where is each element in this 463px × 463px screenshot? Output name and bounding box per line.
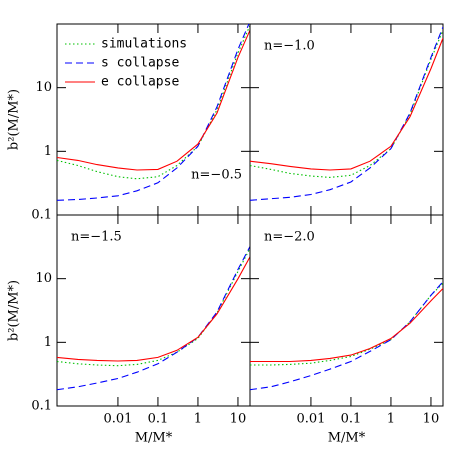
legend-label: e collapse xyxy=(101,75,179,90)
series-line xyxy=(57,24,250,201)
x-tick-label: 10 xyxy=(230,412,247,427)
annotation: n=−2.0 xyxy=(264,230,315,245)
y-tick-label: 10 xyxy=(35,271,52,286)
x-tick-label: 10 xyxy=(423,412,440,427)
series-line xyxy=(57,246,250,391)
y-axis-label: b²(M/M*) xyxy=(7,280,22,341)
panel-frame xyxy=(56,23,251,216)
series-line xyxy=(250,29,443,178)
x-tick-label: 1 xyxy=(387,412,395,427)
x-axis-label: M/M* xyxy=(135,431,173,446)
y-tick-label: 10 xyxy=(35,80,52,95)
y-tick-label: 1 xyxy=(44,335,52,350)
legend-label: simulations xyxy=(101,37,187,52)
annotation: n=−0.5 xyxy=(191,168,242,183)
annotation: n=−1.0 xyxy=(264,39,315,54)
y-axis-label: b²(M/M*) xyxy=(7,89,22,150)
x-axis-label: M/M* xyxy=(328,431,366,446)
y-tick-label: 0.1 xyxy=(31,208,52,223)
panel-frame xyxy=(249,214,444,407)
x-tick-label: 0.1 xyxy=(148,412,169,427)
series-line xyxy=(57,248,250,367)
x-tick-label: 0.1 xyxy=(341,412,362,427)
series-line xyxy=(250,281,443,391)
legend-label: s collapse xyxy=(101,56,179,71)
series-line xyxy=(57,256,250,362)
x-tick-label: 0.01 xyxy=(296,412,325,427)
series-line xyxy=(250,288,443,363)
series-line xyxy=(250,26,443,201)
y-tick-label: 1 xyxy=(44,144,52,159)
x-tick-label: 1 xyxy=(194,412,202,427)
series-line xyxy=(57,29,250,171)
series-line xyxy=(250,37,443,171)
y-tick-label: 0.1 xyxy=(31,399,52,414)
x-tick-label: 0.01 xyxy=(103,412,132,427)
series-line xyxy=(250,282,443,366)
annotation: n=−1.5 xyxy=(71,230,122,245)
